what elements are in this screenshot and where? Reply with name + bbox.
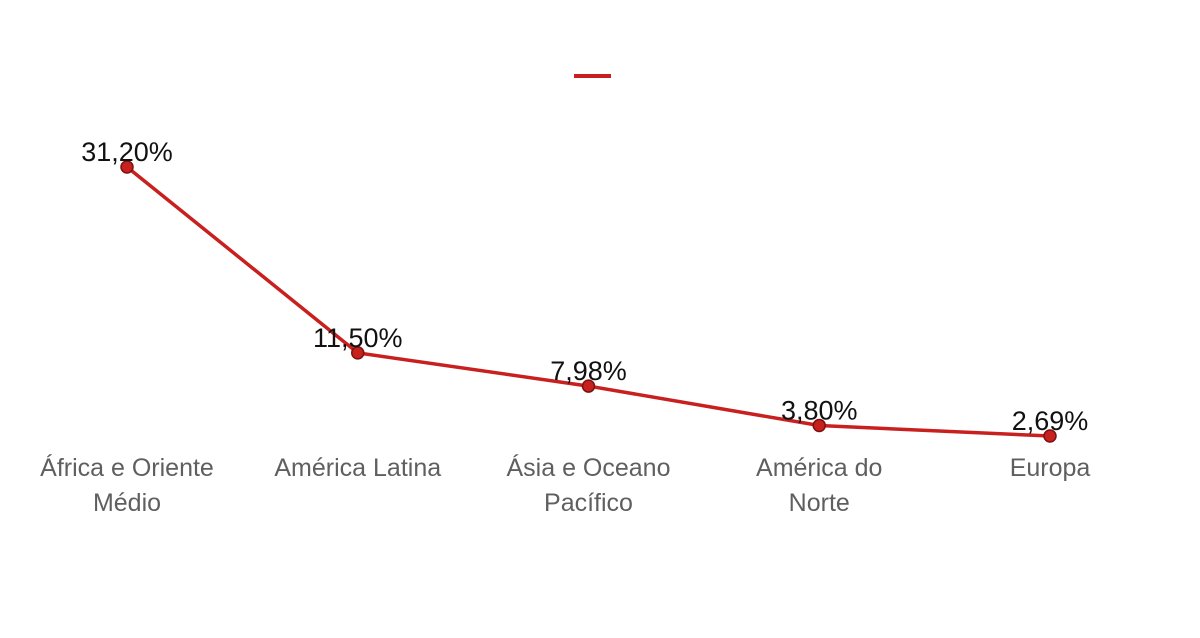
- category-label: Ásia e Oceano Pacífico: [507, 453, 671, 517]
- data-label: 2,69%: [1012, 406, 1089, 436]
- data-label: 11,50%: [313, 323, 403, 353]
- data-point: [581, 379, 596, 393]
- data-point: [812, 418, 826, 433]
- series-line-layer: [125, 165, 1051, 438]
- data-label: 3,80%: [781, 396, 858, 426]
- category-axis-labels: África e Oriente Médio América Latina Ásia …: [40, 453, 1090, 517]
- series-line: [125, 165, 1051, 438]
- category-label: América do Norte: [756, 454, 882, 517]
- category-label: Europa: [1010, 454, 1091, 482]
- data-point: [120, 160, 134, 174]
- category-label: África e Oriente Médio: [40, 453, 214, 517]
- data-point: [1043, 429, 1057, 443]
- data-labels: 31,20% 11,50% 7,98% 3,80% 2,69%: [81, 137, 1088, 436]
- data-points: [120, 160, 1057, 443]
- data-point: [351, 346, 365, 360]
- data-label: 31,20%: [81, 137, 173, 167]
- data-label: 7,98%: [550, 356, 627, 386]
- category-label: América Latina: [274, 454, 441, 482]
